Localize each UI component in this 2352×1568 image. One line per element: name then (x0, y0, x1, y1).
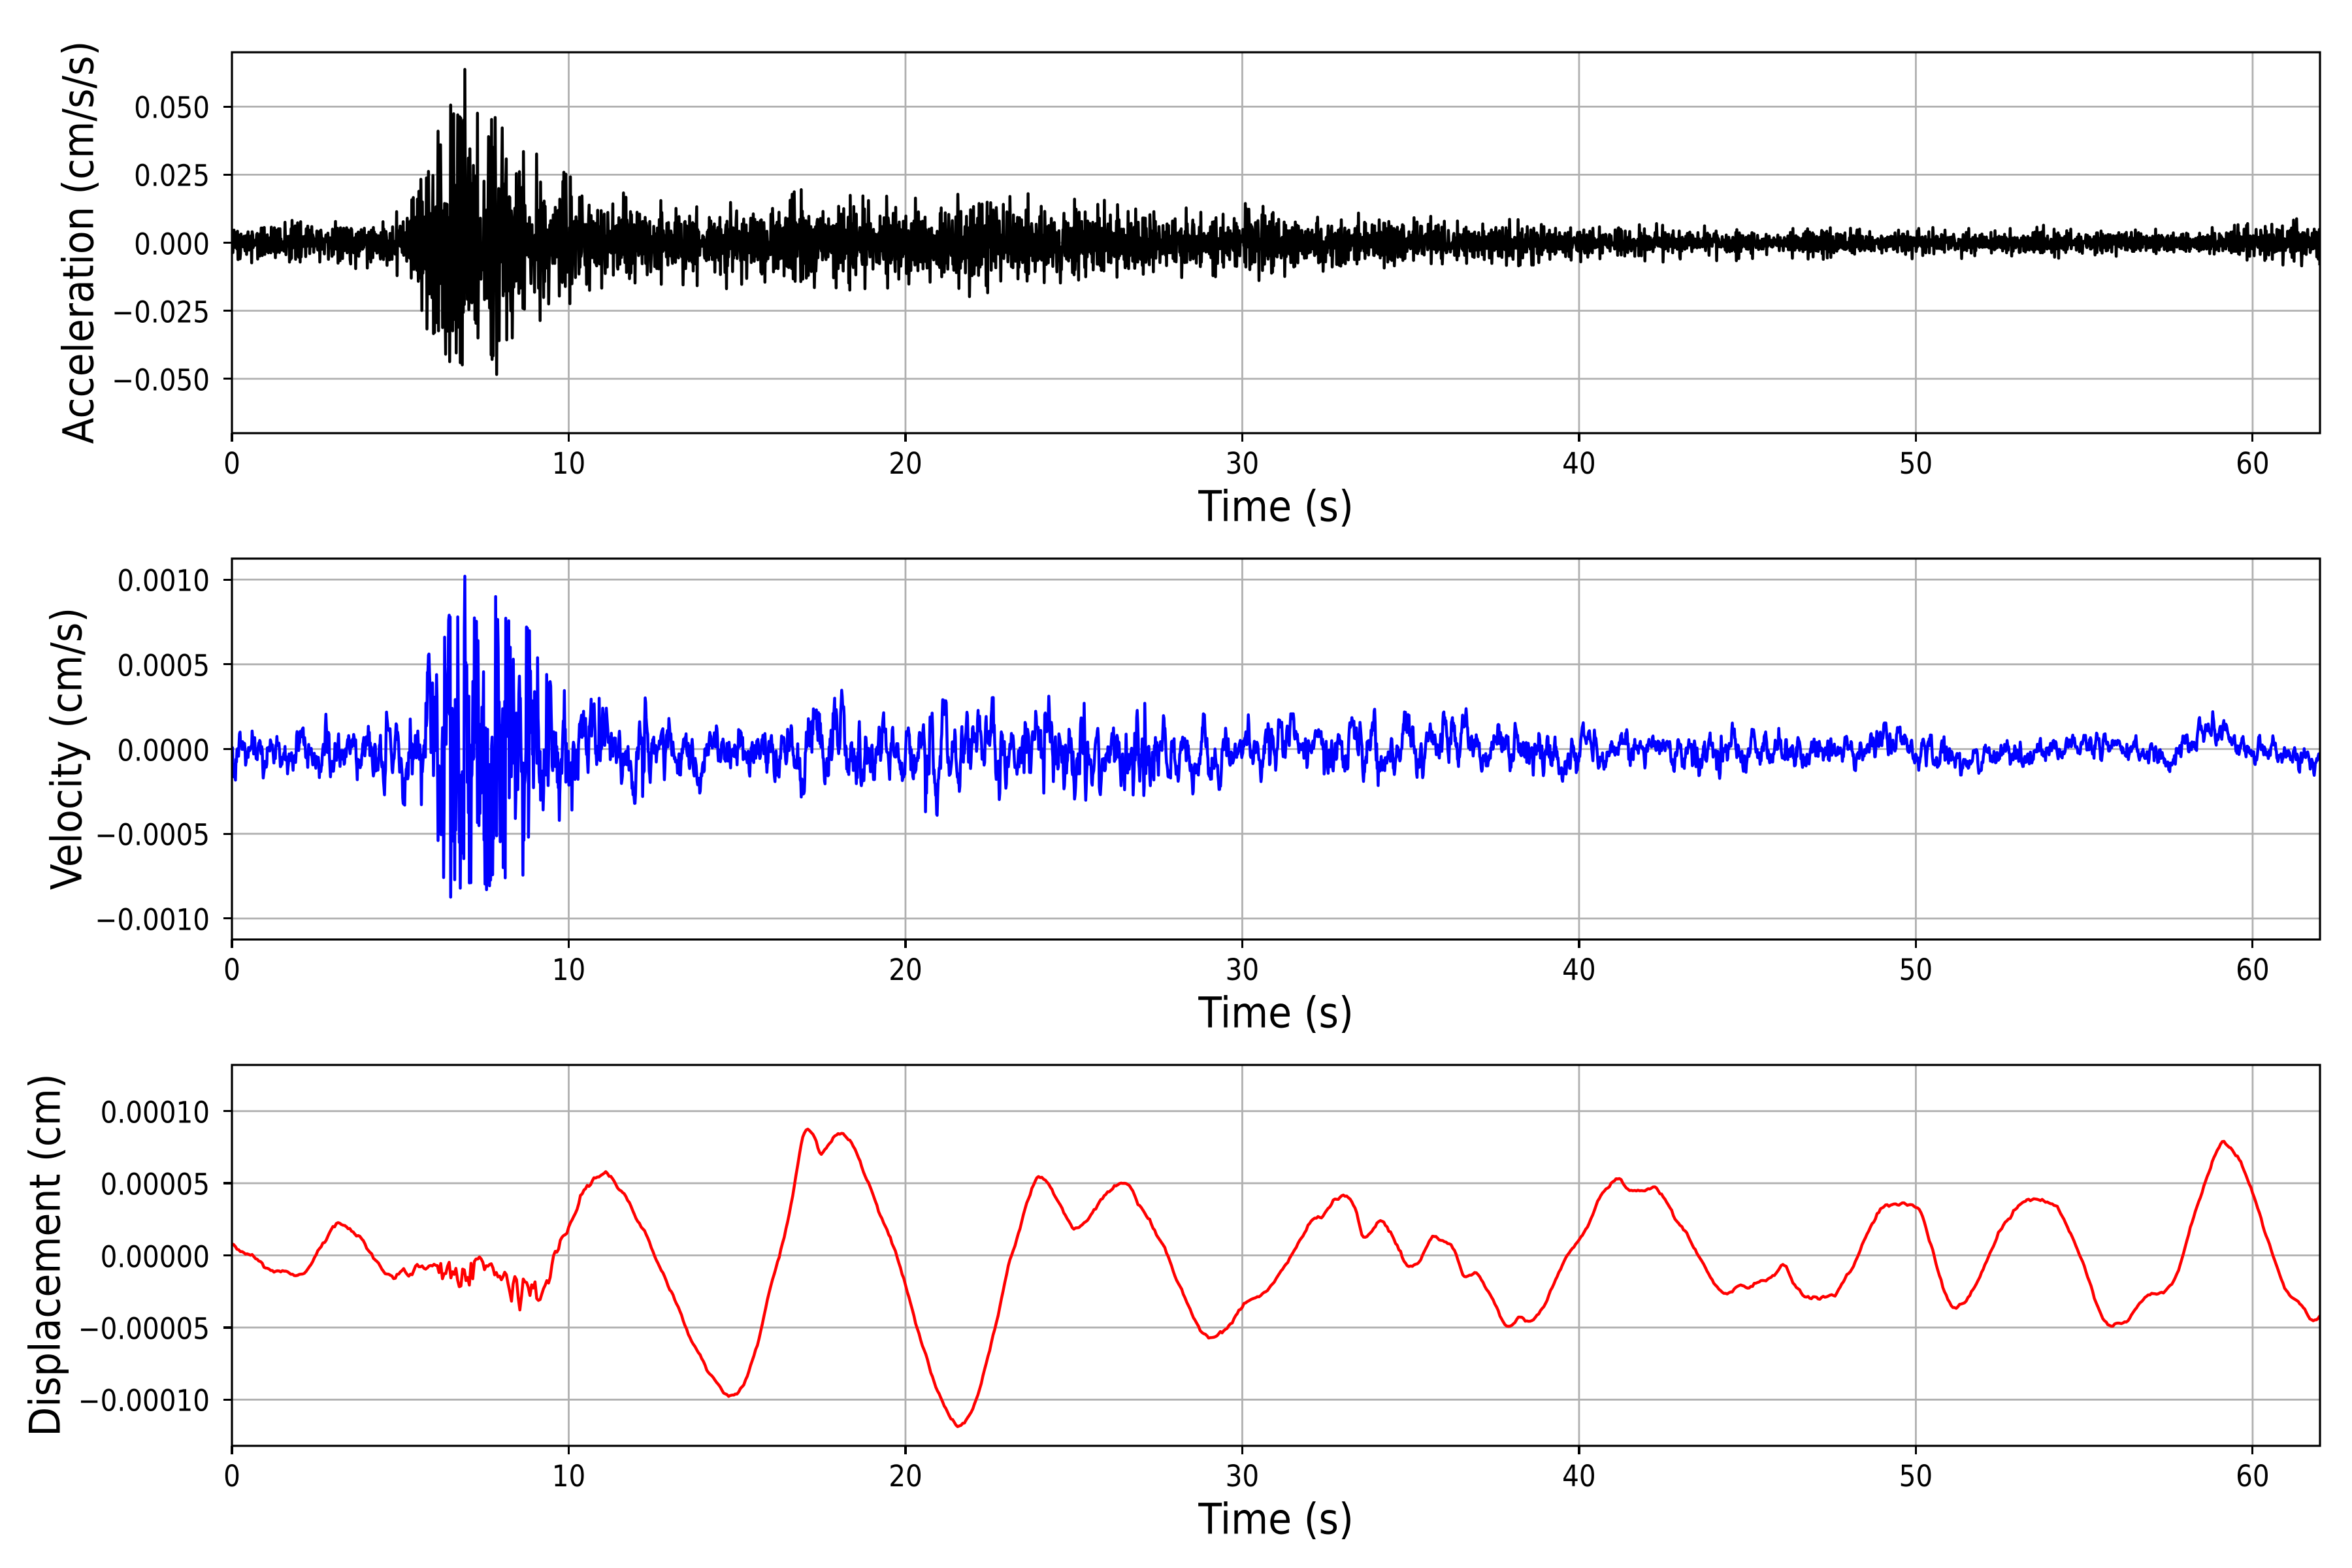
acceleration-x-tick-label: 50 (1899, 446, 1933, 481)
acceleration-x-tick-label: 20 (889, 446, 923, 481)
y-tick-mark (223, 105, 232, 108)
displacement-x-tick-label: 60 (2236, 1459, 2270, 1494)
acceleration-x-axis-label: Time (s) (1198, 482, 1354, 532)
x-tick-mark (2251, 939, 2254, 948)
y-tick-mark (223, 663, 232, 666)
x-tick-mark (904, 1446, 907, 1454)
velocity-x-tick-label: 50 (1899, 953, 1933, 987)
displacement-waveform (232, 1128, 2320, 1428)
velocity-x-tick-label: 30 (1225, 953, 1260, 987)
y-tick-mark (223, 747, 232, 751)
displacement-y-tick-label: −0.00005 (78, 1311, 210, 1347)
acceleration-x-tick-label: 10 (551, 446, 586, 481)
acceleration-y-axis-label: Acceleration (cm/s/s) (54, 41, 104, 444)
velocity-y-tick-label: −0.0010 (95, 902, 210, 938)
axes-spines (231, 51, 2321, 434)
displacement-x-tick-label: 10 (551, 1459, 586, 1494)
displacement-y-tick-label: 0.00010 (100, 1095, 210, 1130)
velocity-x-tick-label: 0 (223, 953, 240, 987)
acceleration-x-tick-label: 60 (2236, 446, 2270, 481)
acceleration-y-tick-label: 0.050 (134, 90, 210, 125)
velocity-x-tick-label: 20 (889, 953, 923, 987)
x-tick-mark (567, 939, 570, 948)
acceleration-y-tick-label: −0.025 (112, 295, 210, 330)
displacement-y-tick-label: 0.00000 (100, 1239, 210, 1274)
x-tick-mark (1241, 1446, 1244, 1454)
velocity-waveform (232, 574, 2320, 899)
y-tick-mark (223, 1326, 232, 1329)
x-tick-mark (1578, 1446, 1580, 1454)
velocity-plot-area (231, 557, 2321, 941)
y-tick-mark (223, 1110, 232, 1113)
x-tick-mark (567, 433, 570, 442)
velocity-x-tick-label: 60 (2236, 953, 2270, 987)
acceleration-y-tick-label: 0.000 (134, 227, 210, 261)
y-tick-mark (223, 1182, 232, 1184)
displacement-x-tick-label: 0 (223, 1459, 240, 1494)
x-tick-mark (1578, 433, 1580, 442)
velocity-y-tick-label: 0.0010 (117, 563, 210, 598)
acceleration-x-tick-label: 40 (1562, 446, 1596, 481)
displacement-x-tick-label: 50 (1899, 1459, 1933, 1494)
x-tick-mark (1241, 939, 1244, 948)
displacement-y-axis-label: Displacement (cm) (21, 1073, 71, 1437)
x-tick-mark (1914, 433, 1917, 442)
velocity-x-tick-label: 40 (1562, 953, 1596, 987)
x-tick-mark (904, 939, 907, 948)
x-tick-mark (1241, 433, 1244, 442)
y-tick-mark (223, 310, 232, 312)
y-tick-mark (223, 578, 232, 581)
x-tick-mark (231, 433, 233, 442)
x-tick-mark (231, 939, 233, 948)
displacement-y-tick-label: 0.00005 (100, 1167, 210, 1202)
y-tick-mark (223, 378, 232, 380)
velocity-x-tick-label: 10 (551, 953, 586, 987)
displacement-y-tick-label: −0.00010 (78, 1383, 210, 1418)
x-tick-mark (2251, 433, 2254, 442)
acceleration-y-tick-label: −0.050 (112, 363, 210, 398)
velocity-y-axis-label: Velocity (cm/s) (42, 607, 92, 890)
x-tick-mark (1914, 939, 1917, 948)
acceleration-plot-area (231, 51, 2321, 434)
displacement-x-tick-label: 40 (1562, 1459, 1596, 1494)
velocity-y-tick-label: 0.0000 (117, 733, 210, 768)
y-tick-mark (223, 1254, 232, 1257)
acceleration-y-tick-label: 0.025 (134, 158, 210, 193)
displacement-plot-area (231, 1064, 2321, 1447)
y-tick-mark (223, 241, 232, 244)
velocity-y-tick-label: 0.0005 (117, 648, 210, 683)
axes-spines (231, 1064, 2321, 1447)
velocity-x-axis-label: Time (s) (1198, 988, 1354, 1038)
displacement-x-tick-label: 30 (1225, 1459, 1260, 1494)
x-tick-mark (2251, 1446, 2254, 1454)
acceleration-x-tick-label: 0 (223, 446, 240, 481)
x-tick-mark (231, 1446, 233, 1454)
x-tick-mark (904, 433, 907, 442)
axes-spines (231, 557, 2321, 941)
y-tick-mark (223, 832, 232, 835)
y-tick-mark (223, 1398, 232, 1401)
acceleration-x-tick-label: 30 (1225, 446, 1260, 481)
velocity-y-tick-label: −0.0005 (95, 817, 210, 853)
y-tick-mark (223, 917, 232, 920)
y-tick-mark (223, 173, 232, 176)
x-tick-mark (567, 1446, 570, 1454)
displacement-x-tick-label: 20 (889, 1459, 923, 1494)
x-tick-mark (1578, 939, 1580, 948)
displacement-x-axis-label: Time (s) (1198, 1495, 1354, 1544)
acceleration-waveform (232, 67, 2320, 376)
x-tick-mark (1914, 1446, 1917, 1454)
